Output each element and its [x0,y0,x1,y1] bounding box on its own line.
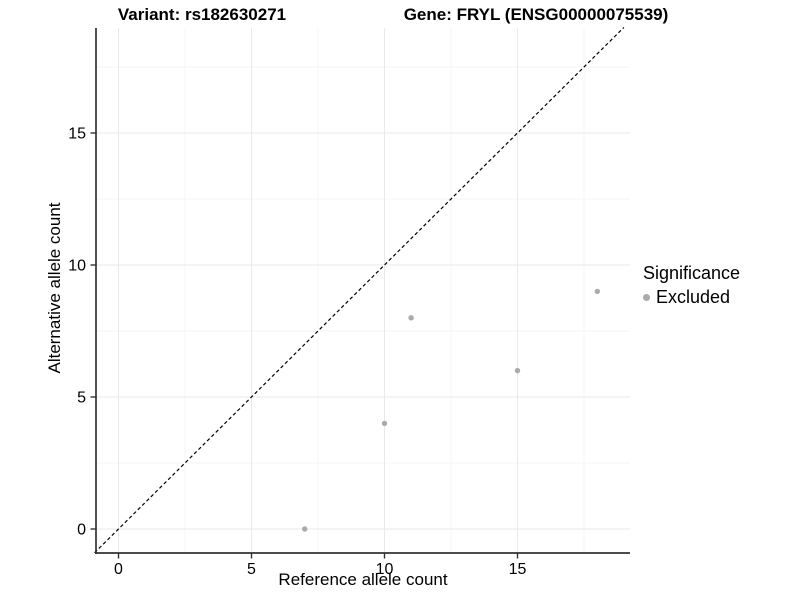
legend: Significance Excluded [643,263,740,308]
legend-entry: Excluded [643,287,740,308]
x-axis-label: Reference allele count [278,570,448,589]
legend-title: Significance [643,263,741,283]
y-tick-label: 10 [68,258,86,275]
variant-title: Variant: rs182630271 [117,5,287,24]
data-point [302,526,308,532]
gene-title: Gene: FRYL (ENSG00000075539) [403,5,669,24]
x-tick-label: 0 [114,561,123,578]
x-tick-label: 15 [509,561,527,578]
legend-entry-label: Excluded [656,287,731,307]
y-tick-label: 5 [77,390,86,407]
data-point [514,367,521,374]
y-tick-label: 15 [68,126,86,143]
y-tick-label: 0 [77,522,86,539]
x-tick-label: 10 [376,561,394,578]
data-point [408,315,414,321]
identity-dashed-line [94,26,625,554]
data-point [594,288,600,295]
legend-point-icon [643,294,650,301]
x-tick-label: 5 [247,561,256,578]
data-point [381,420,388,427]
